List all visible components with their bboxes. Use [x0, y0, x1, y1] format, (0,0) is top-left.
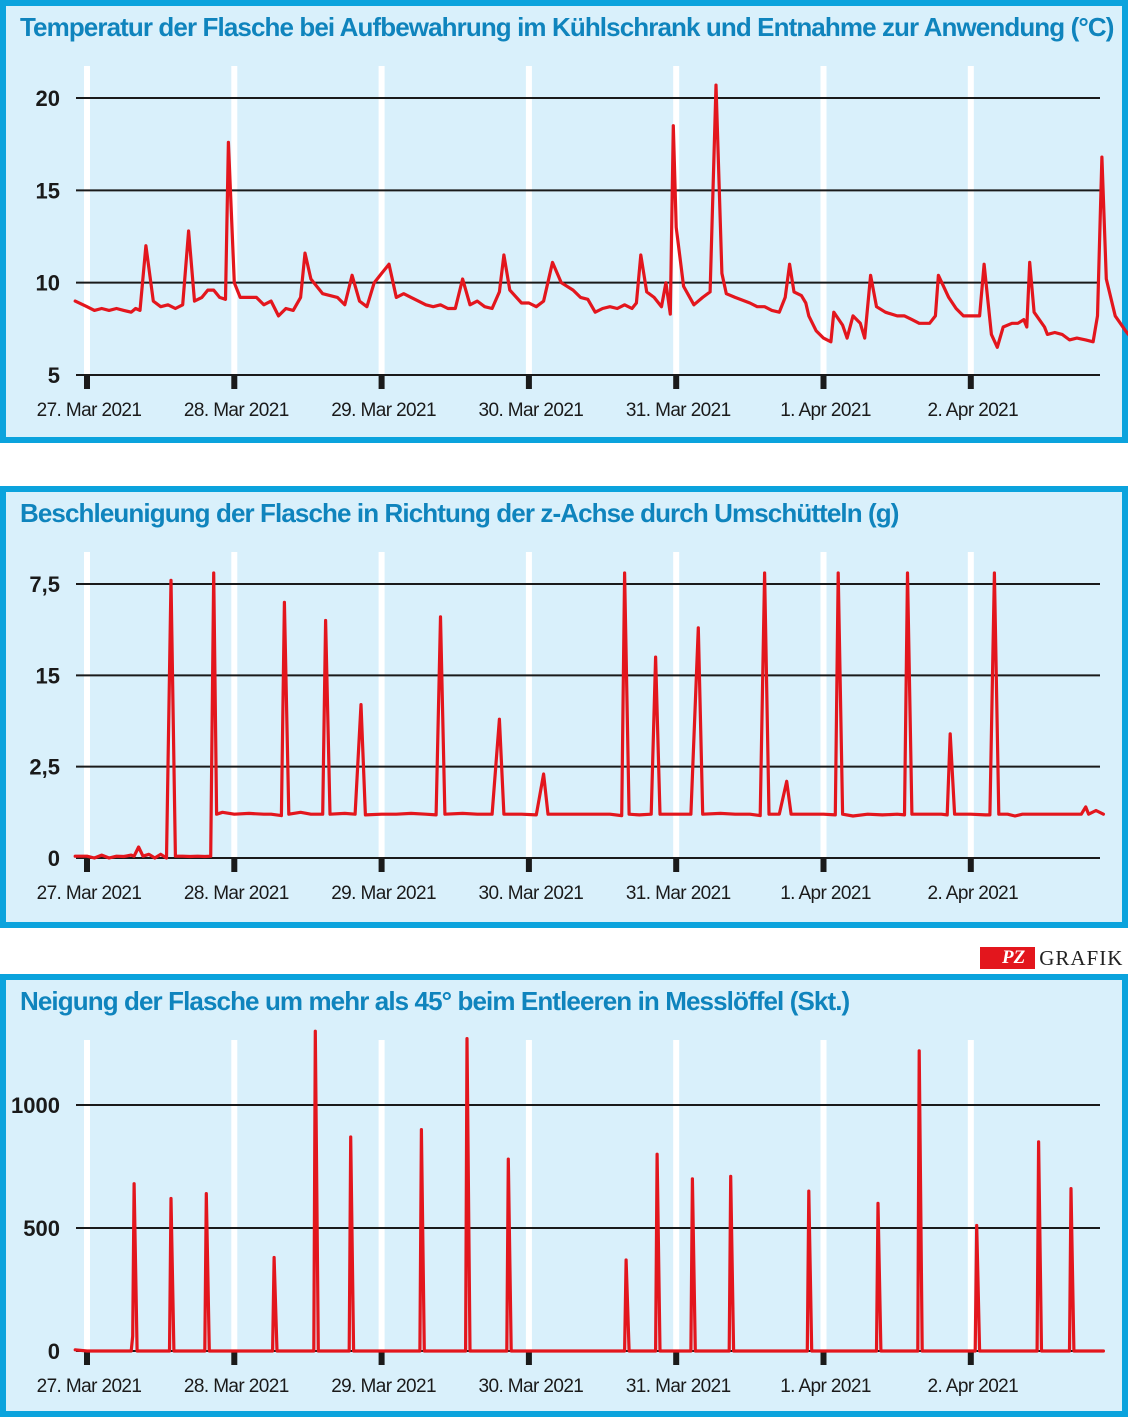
- day-band: [967, 552, 974, 858]
- tilt-panel: Neigung der Flasche um mehr als 45° beim…: [0, 974, 1128, 1417]
- x-tick-label: 31. Mar 2021: [626, 1376, 731, 1397]
- day-band: [378, 552, 385, 858]
- temperature-chart-title: Temperatur der Flasche bei Aufbewahrung …: [20, 12, 1114, 42]
- day-band: [820, 1040, 827, 1351]
- x-tick-label: 27. Mar 2021: [37, 1376, 142, 1397]
- x-tick-label: 28. Mar 2021: [184, 883, 289, 904]
- x-tick-label: 27. Mar 2021: [37, 400, 142, 421]
- y-tick-label: 0: [48, 846, 60, 871]
- day-band: [231, 66, 238, 375]
- x-tick-mark: [820, 1351, 827, 1365]
- x-tick-label: 1. Apr 2021: [780, 1376, 871, 1397]
- x-tick-label: 29. Mar 2021: [331, 883, 436, 904]
- temperature-chart: 5 10 15 20 27. Mar 2021 28. Mar 2021 29. Mar 2…: [36, 66, 1128, 421]
- x-tick-label: 29. Mar 2021: [331, 400, 436, 421]
- series-line: [73, 83, 1128, 349]
- x-tick-label: 30. Mar 2021: [479, 1376, 584, 1397]
- x-tick-mark: [525, 858, 532, 872]
- x-tick-mark: [525, 375, 532, 389]
- acceleration-chart: 0 2,5 15 7,5 27. Mar 2021 28. Mar 2021 29. Mar…: [29, 552, 1105, 904]
- series-line: [73, 1029, 1105, 1353]
- logo-text: GRAFIK: [1039, 945, 1124, 970]
- x-tick-label: 31. Mar 2021: [626, 883, 731, 904]
- x-tick-label: 2. Apr 2021: [928, 400, 1019, 421]
- acceleration-panel: Beschleunigung der Flasche in Richtung d…: [0, 486, 1128, 928]
- x-tick-mark: [231, 375, 238, 389]
- day-band: [820, 66, 827, 375]
- x-tick-label: 27. Mar 2021: [37, 883, 142, 904]
- x-tick-label: 1. Apr 2021: [780, 400, 871, 421]
- day-band: [84, 66, 90, 375]
- x-tick-label: 2. Apr 2021: [928, 1376, 1019, 1397]
- y-tick-label: 15: [36, 178, 60, 203]
- series-line: [73, 571, 1105, 860]
- x-tick-mark: [84, 375, 90, 389]
- day-band: [231, 552, 238, 858]
- x-tick-mark: [378, 858, 385, 872]
- day-band: [820, 552, 827, 858]
- x-tick-mark: [967, 375, 974, 389]
- x-tick-mark: [673, 1351, 680, 1365]
- day-band: [673, 1040, 680, 1351]
- day-band: [525, 552, 532, 858]
- y-tick-label: 500: [23, 1216, 60, 1241]
- temperature-panel: Temperatur der Flasche bei Aufbewahrung …: [0, 0, 1128, 443]
- x-tick-mark: [84, 858, 90, 872]
- x-tick-mark: [820, 375, 827, 389]
- x-tick-mark: [84, 1351, 90, 1365]
- x-tick-mark: [231, 858, 238, 872]
- x-tick-label: 31. Mar 2021: [626, 400, 731, 421]
- x-tick-label: 28. Mar 2021: [184, 400, 289, 421]
- day-band: [525, 1040, 532, 1351]
- day-band: [84, 552, 90, 858]
- day-band: [84, 1040, 90, 1351]
- day-band: [525, 66, 532, 375]
- x-tick-label: 30. Mar 2021: [479, 400, 584, 421]
- x-tick-mark: [820, 858, 827, 872]
- day-band: [967, 1040, 974, 1351]
- day-band: [673, 552, 680, 858]
- y-tick-label: 5: [48, 363, 60, 388]
- x-tick-mark: [967, 1351, 974, 1365]
- acceleration-chart-title: Beschleunigung der Flasche in Richtung d…: [20, 498, 899, 528]
- x-tick-mark: [378, 375, 385, 389]
- x-tick-label: 30. Mar 2021: [479, 883, 584, 904]
- tilt-chart-title: Neigung der Flasche um mehr als 45° beim…: [20, 986, 850, 1016]
- day-band: [378, 1040, 385, 1351]
- x-tick-mark: [967, 858, 974, 872]
- y-tick-label: 20: [36, 86, 60, 111]
- y-tick-label: 0: [48, 1339, 60, 1364]
- pz-grafik-logo: PZ GRAFIK: [980, 945, 1124, 970]
- x-tick-mark: [673, 375, 680, 389]
- day-band: [231, 1040, 238, 1351]
- y-tick-label: 15: [36, 663, 60, 688]
- x-tick-mark: [378, 1351, 385, 1365]
- x-tick-label: 1. Apr 2021: [780, 883, 871, 904]
- x-tick-label: 28. Mar 2021: [184, 1376, 289, 1397]
- y-tick-label: 2,5: [29, 755, 60, 780]
- x-tick-label: 29. Mar 2021: [331, 1376, 436, 1397]
- day-band: [378, 66, 385, 375]
- day-band: [967, 66, 974, 375]
- x-tick-mark: [525, 1351, 532, 1365]
- y-tick-label: 10: [36, 271, 60, 296]
- logo-mark: PZ: [980, 947, 1036, 969]
- x-tick-mark: [673, 858, 680, 872]
- x-tick-mark: [231, 1351, 238, 1365]
- x-tick-label: 2. Apr 2021: [928, 883, 1019, 904]
- y-tick-label: 1000: [11, 1093, 60, 1118]
- y-tick-label: 7,5: [29, 572, 60, 597]
- tilt-chart: 0 500 1000 27. Mar 2021 28. Mar 2021 29. Mar …: [11, 1029, 1105, 1397]
